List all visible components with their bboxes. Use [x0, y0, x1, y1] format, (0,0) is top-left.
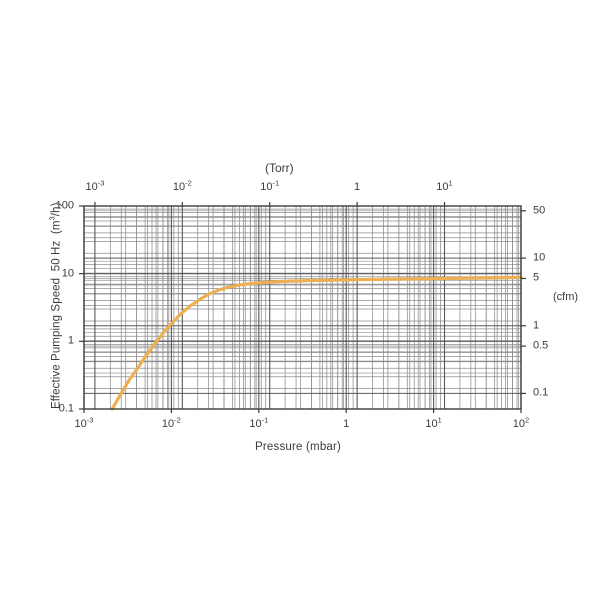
y-tick-label-2: 1 — [67, 334, 74, 347]
x-tick-label-0: 10-3 — [74, 415, 94, 430]
top-tick-label-1: 10-2 — [172, 178, 192, 193]
axis-frame — [83, 205, 522, 410]
x-tick-label-1: 10-2 — [161, 415, 181, 430]
top-tick-label-4: 101 — [436, 178, 453, 193]
pumping-speed-curve — [110, 275, 523, 411]
grid-major — [83, 205, 522, 410]
top-axis-unit-label: (Torr) — [265, 161, 294, 175]
right-tick-label-2: 5 — [533, 271, 540, 284]
x-tick-label-3: 1 — [343, 418, 350, 430]
x-tick-label-2: 10-1 — [249, 415, 269, 430]
top-tick-label-2: 10-1 — [260, 178, 280, 193]
right-tick-label-3: 1 — [533, 319, 540, 332]
grid-minor — [84, 206, 521, 409]
y-axis-title: Effective Pumping Speed 50 Hz (m3/h) — [47, 202, 63, 410]
y-tick-label-1: 10 — [61, 267, 74, 280]
x-axis-title: Pressure (mbar) — [255, 441, 342, 453]
right-tick-label-0: 50 — [533, 204, 546, 217]
axis-tick-marks — [79, 202, 526, 413]
right-tick-label-5: 0.1 — [533, 386, 549, 399]
y-tick-label-0: 100 — [55, 199, 74, 212]
y-tick-label-3: 0.1 — [58, 402, 74, 415]
top-tick-label-0: 10-3 — [85, 178, 105, 193]
right-tick-label-1: 10 — [533, 251, 546, 264]
x-tick-label-4: 101 — [425, 415, 442, 430]
top-tick-label-3: 1 — [354, 181, 361, 193]
data-series-layer — [110, 275, 523, 411]
right-axis-unit-label: (cfm) — [553, 291, 579, 303]
right-tick-label-4: 0.5 — [533, 339, 549, 352]
x-tick-label-5: 102 — [512, 415, 530, 430]
